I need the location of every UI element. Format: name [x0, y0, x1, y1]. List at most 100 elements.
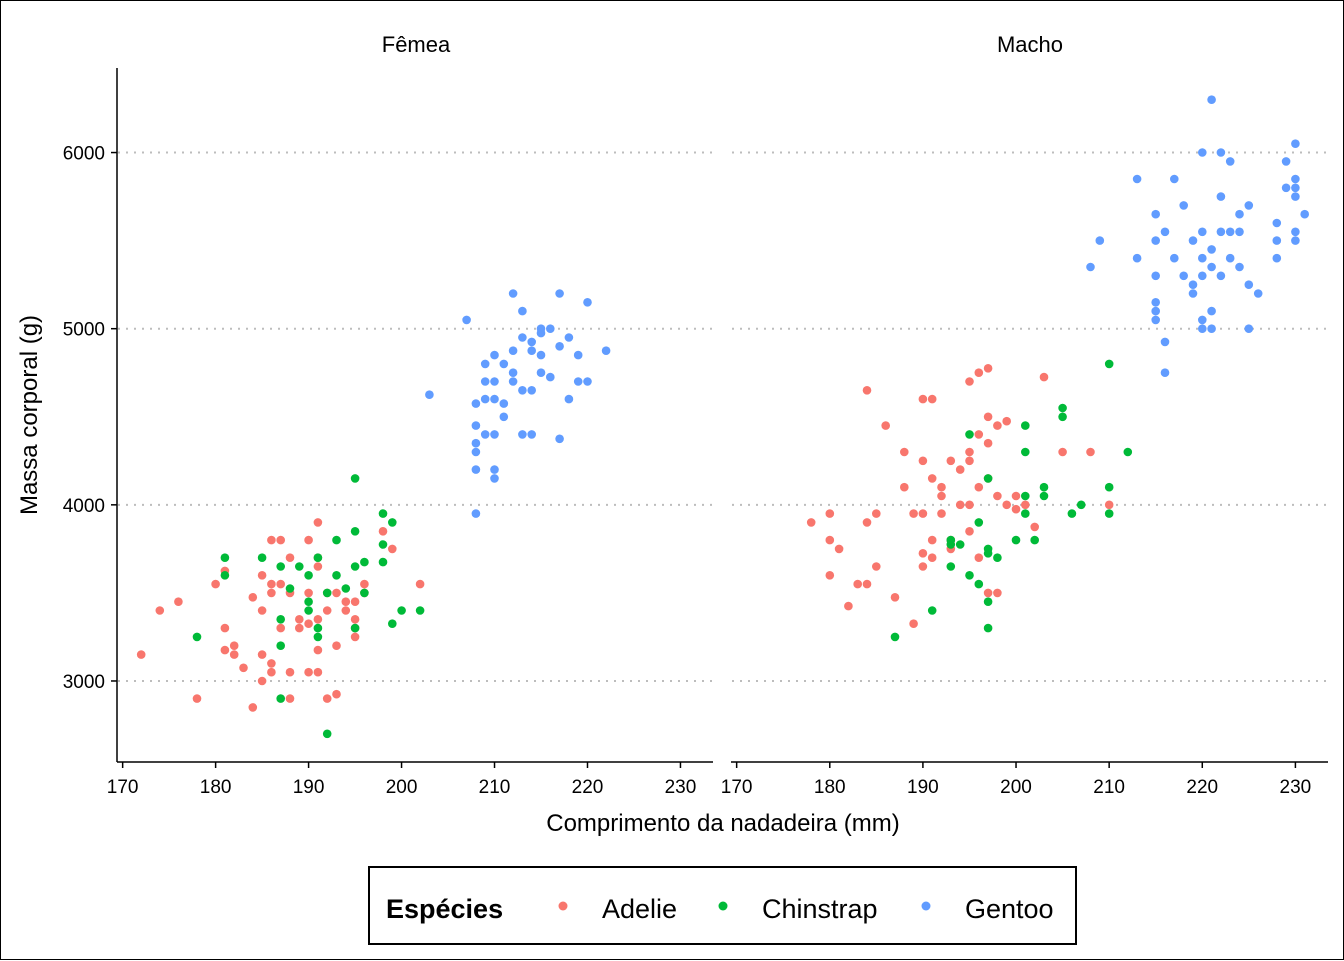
- point-chinstrap: [313, 553, 323, 562]
- point-adelie: [248, 593, 258, 602]
- point-gentoo: [583, 298, 592, 307]
- point-chinstrap: [1058, 403, 1067, 413]
- point-adelie: [974, 553, 984, 562]
- point-gentoo: [490, 377, 499, 386]
- point-chinstrap: [1021, 509, 1030, 518]
- point-chinstrap: [257, 553, 267, 562]
- point-chinstrap: [350, 562, 360, 571]
- point-chinstrap: [341, 584, 351, 593]
- point-chinstrap: [332, 535, 341, 545]
- point-chinstrap: [1058, 412, 1067, 422]
- point-adelie: [313, 667, 323, 677]
- point-gentoo: [1151, 298, 1160, 307]
- point-adelie: [955, 500, 965, 510]
- point-gentoo: [1300, 209, 1309, 219]
- point-gentoo: [546, 324, 555, 334]
- point-adelie: [825, 571, 835, 580]
- point-gentoo: [1151, 315, 1160, 325]
- point-gentoo: [1244, 280, 1254, 290]
- point-adelie: [332, 588, 341, 598]
- point-adelie: [965, 456, 974, 466]
- point-adelie: [993, 421, 1002, 430]
- point-adelie: [174, 597, 183, 606]
- point-adelie: [220, 645, 230, 655]
- point-adelie: [220, 623, 230, 633]
- point-chinstrap: [1021, 421, 1030, 430]
- point-adelie: [332, 689, 341, 699]
- point-gentoo: [1235, 209, 1244, 219]
- point-gentoo: [490, 350, 499, 360]
- legend-label-adelie: Adelie: [602, 894, 677, 924]
- point-adelie: [1030, 522, 1039, 532]
- point-chinstrap: [350, 527, 360, 536]
- point-adelie: [1011, 504, 1021, 514]
- point-gentoo: [1291, 174, 1300, 184]
- point-gentoo: [1291, 192, 1300, 201]
- point-adelie: [918, 549, 928, 558]
- point-chinstrap: [332, 571, 341, 580]
- point-adelie: [862, 386, 872, 395]
- point-adelie: [974, 482, 984, 492]
- point-adelie: [295, 615, 304, 624]
- point-adelie: [983, 438, 993, 448]
- point-gentoo: [573, 350, 583, 360]
- point-gentoo: [462, 315, 471, 325]
- point-gentoo: [536, 328, 546, 338]
- legend-key-adelie: [558, 901, 568, 911]
- point-adelie: [1039, 372, 1049, 382]
- point-adelie: [304, 588, 313, 598]
- point-gentoo: [1160, 337, 1170, 347]
- point-gentoo: [508, 346, 518, 356]
- point-adelie: [834, 544, 844, 554]
- point-gentoo: [1188, 289, 1198, 298]
- point-adelie: [192, 694, 202, 703]
- point-chinstrap: [1039, 491, 1049, 501]
- point-adelie: [229, 650, 239, 659]
- legend-key-chinstrap: [718, 901, 728, 911]
- point-gentoo: [583, 377, 592, 386]
- point-gentoo: [573, 377, 583, 386]
- point-gentoo: [1291, 139, 1300, 148]
- point-adelie: [304, 619, 313, 628]
- point-adelie: [965, 500, 974, 510]
- point-adelie: [136, 650, 146, 659]
- point-gentoo: [1207, 262, 1216, 272]
- point-adelie: [239, 663, 248, 673]
- point-adelie: [890, 593, 900, 602]
- point-chinstrap: [927, 606, 937, 615]
- point-adelie: [304, 667, 313, 677]
- point-chinstrap: [1104, 482, 1114, 492]
- point-adelie: [881, 421, 890, 430]
- point-adelie: [927, 535, 937, 545]
- point-adelie: [983, 588, 993, 598]
- point-gentoo: [1151, 209, 1160, 219]
- point-gentoo: [1225, 157, 1235, 166]
- x-tick-label: 210: [1093, 777, 1125, 798]
- point-chinstrap: [313, 632, 323, 642]
- point-chinstrap: [415, 606, 425, 615]
- point-chinstrap: [946, 540, 956, 549]
- point-adelie: [388, 544, 397, 554]
- point-adelie: [313, 645, 323, 655]
- point-adelie: [974, 368, 984, 378]
- point-gentoo: [1207, 306, 1216, 316]
- point-adelie: [332, 641, 341, 650]
- x-tick-label: 230: [665, 777, 697, 798]
- point-adelie: [937, 509, 946, 518]
- facet-title-female: Fêmea: [382, 32, 451, 57]
- point-adelie: [825, 535, 835, 545]
- point-adelie: [295, 623, 304, 633]
- point-chinstrap: [1123, 447, 1133, 457]
- point-chinstrap: [965, 430, 974, 439]
- point-gentoo: [564, 333, 574, 342]
- point-adelie: [993, 588, 1002, 598]
- point-adelie: [285, 694, 295, 703]
- point-adelie: [918, 456, 928, 466]
- point-gentoo: [490, 465, 499, 474]
- panel-female: Fêmea: [118, 32, 713, 739]
- point-adelie: [937, 482, 946, 492]
- point-adelie: [257, 606, 267, 615]
- point-chinstrap: [1021, 491, 1030, 501]
- point-gentoo: [1272, 236, 1282, 245]
- point-adelie: [285, 553, 295, 562]
